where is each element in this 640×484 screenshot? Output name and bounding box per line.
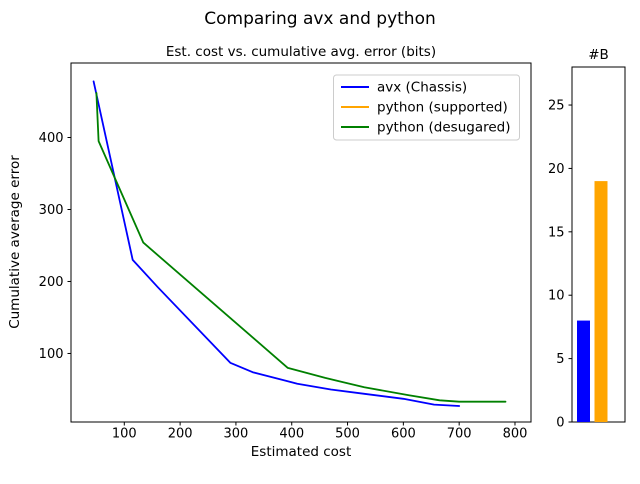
x-tick-label: 700 — [447, 427, 472, 442]
x-tick-label: 100 — [112, 427, 137, 442]
bar-y-tick-label: 5 — [556, 352, 564, 367]
legend-label-python-supported: python (supported) — [377, 100, 508, 116]
bar-y-tick-label: 0 — [556, 416, 564, 431]
y-tick-label: 100 — [39, 347, 64, 362]
legend-label-python-desugared: python (desugared) — [377, 120, 510, 136]
x-axis-label: Estimated cost — [251, 444, 352, 460]
x-tick-label: 200 — [168, 427, 193, 442]
x-tick-label: 500 — [335, 427, 360, 442]
y-tick-label: 200 — [39, 275, 64, 290]
legend-label-avx: avx (Chassis) — [377, 80, 467, 96]
legend-box — [333, 74, 520, 141]
x-tick-label: 800 — [503, 427, 528, 442]
line-chart-series — [92, 80, 507, 407]
x-tick-label: 400 — [279, 427, 304, 442]
series-line-avx-chassis- — [92, 80, 461, 407]
line-chart-title: Est. cost vs. cumulative avg. error (bit… — [166, 44, 436, 60]
bar-chart-ticks: 0 5 10 15 20 25 — [548, 99, 572, 431]
y-tick-label: 300 — [39, 203, 64, 218]
x-tick-label: 300 — [224, 427, 249, 442]
bar-chart-title: #B — [588, 47, 609, 63]
bar-avx-chassis- — [577, 320, 590, 422]
line-chart-ticks: 100 200 300 400 500 600 700 800 100 200 300 400 — [39, 131, 528, 441]
series-line-python-desugared- — [95, 92, 507, 403]
bar-y-tick-label: 20 — [548, 162, 565, 177]
y-tick-label: 400 — [39, 131, 64, 146]
bar-chart-axes: #B 0 5 10 15 20 25 — [548, 47, 626, 431]
y-axis-label: Cumulative average error — [7, 155, 23, 329]
bar-y-tick-label: 10 — [548, 289, 565, 304]
x-tick-label: 600 — [391, 427, 416, 442]
bar-y-tick-label: 15 — [548, 225, 565, 240]
bar-chart-bars — [577, 181, 608, 422]
bar-python-supported- — [594, 181, 608, 422]
bar-y-tick-label: 25 — [548, 99, 565, 114]
line-chart-plot-area — [70, 62, 532, 423]
figure-title: Comparing avx and python — [204, 9, 436, 29]
line-chart-axes: Est. cost vs. cumulative avg. error (bit… — [7, 44, 532, 460]
legend: avx (Chassis) python (supported) python … — [333, 74, 520, 141]
